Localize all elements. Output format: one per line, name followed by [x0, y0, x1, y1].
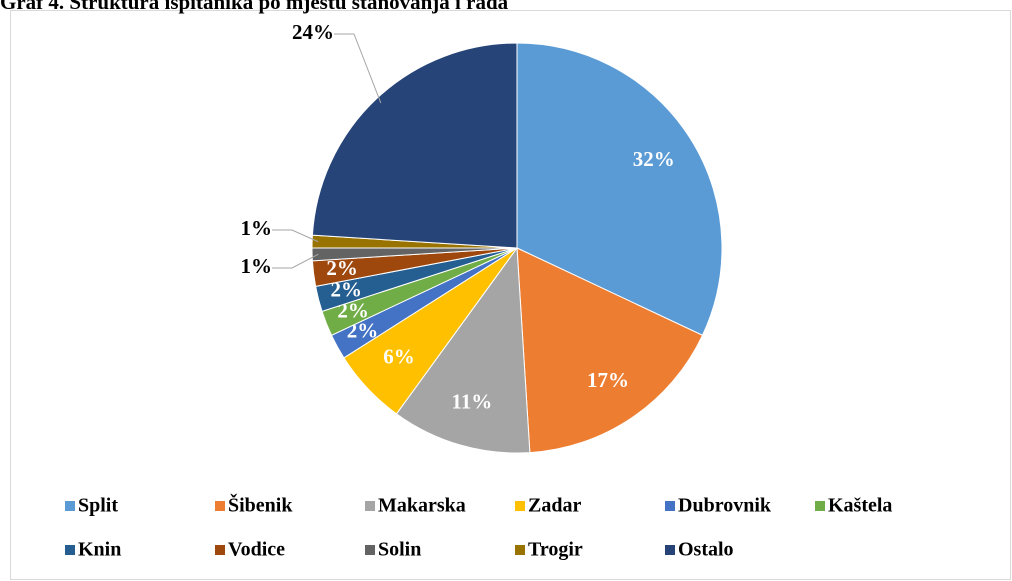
pie-slice	[311, 42, 518, 249]
legend-swatch	[65, 545, 75, 555]
data-label: 1%	[241, 216, 273, 240]
legend-label: Kaštela	[828, 495, 892, 517]
pie-slice	[395, 246, 531, 454]
legend-label: Makarska	[378, 495, 466, 517]
legend-swatch	[215, 501, 225, 511]
legend-swatch	[365, 545, 375, 555]
legend-swatch	[665, 501, 675, 511]
leader-line	[272, 253, 319, 269]
legend-label: Ostalo	[678, 539, 734, 561]
data-label: 6%	[383, 345, 415, 369]
data-label: 11%	[451, 389, 492, 413]
chart-title: Graf 4. Struktura ispitanika po mjestu s…	[0, 0, 509, 14]
pie-slice	[516, 42, 723, 336]
legend-swatch	[665, 545, 675, 555]
legend-label: Zadar	[528, 495, 581, 517]
legend-swatch	[65, 501, 75, 511]
leader-line	[334, 33, 382, 104]
data-label: 32%	[633, 147, 675, 171]
data-label: 24%	[292, 20, 334, 44]
legend-swatch	[515, 545, 525, 555]
legend-swatch	[365, 501, 375, 511]
pie-slice	[516, 247, 704, 454]
data-label: 1%	[241, 254, 273, 278]
legend-label: Solin	[378, 539, 421, 561]
legend-swatch	[515, 501, 525, 511]
legend-label: Dubrovnik	[678, 495, 772, 517]
legend-swatch	[815, 501, 825, 511]
legend-label: Vodice	[228, 539, 285, 561]
legend-label: Trogir	[528, 539, 583, 561]
legend-label: Knin	[78, 539, 121, 561]
legend-label: Split	[78, 495, 118, 517]
legend-label: Šibenik	[228, 493, 293, 517]
leader-line	[272, 229, 319, 243]
legend-swatch	[215, 545, 225, 555]
data-label: 17%	[587, 368, 629, 392]
